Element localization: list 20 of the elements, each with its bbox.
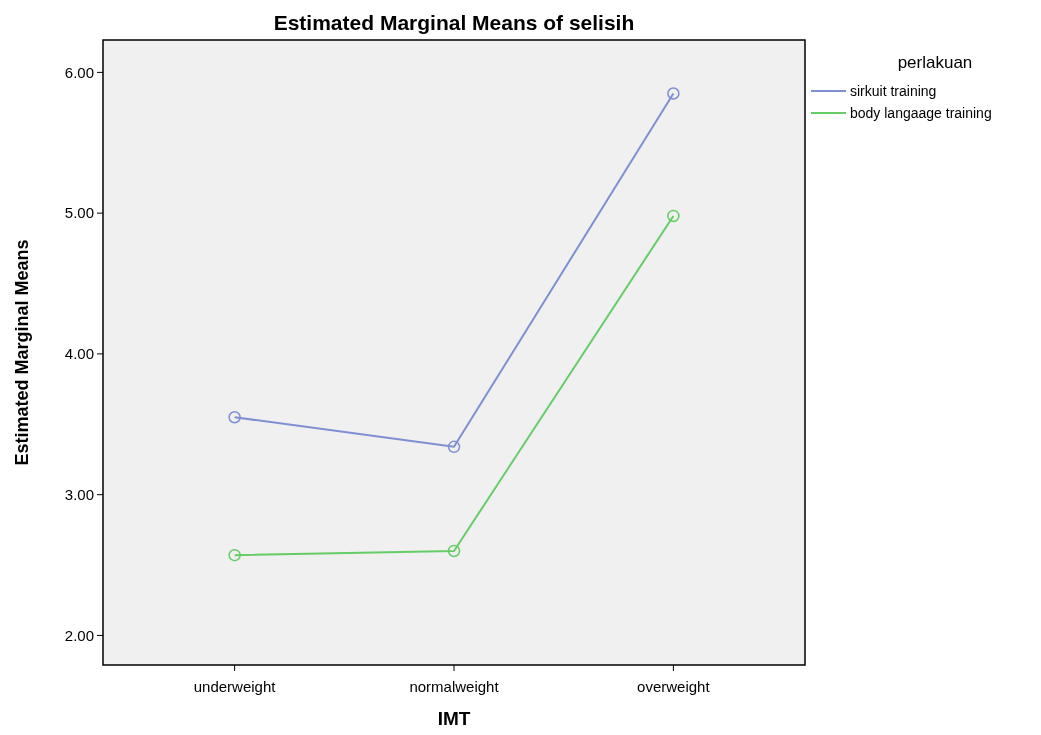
point — [667, 209, 680, 223]
y-tick-label: 2.00 — [64, 626, 94, 644]
chart-title: Estimated Marginal Means of selisih — [273, 11, 635, 34]
x-axis-title: IMT — [437, 708, 471, 729]
point — [228, 411, 241, 424]
legend-label: body langaage training — [850, 104, 992, 121]
y-tick-label: 4.00 — [64, 345, 94, 363]
x-tick-label: normalweight — [409, 678, 500, 695]
legend-title: perlakuan — [897, 53, 973, 72]
x-tick-label: overweight — [637, 678, 711, 695]
y-tick-label: 5.00 — [64, 204, 94, 222]
point — [667, 87, 680, 100]
point — [447, 440, 461, 454]
point — [228, 548, 241, 562]
y-tick-label: 6.00 — [64, 63, 94, 81]
point — [447, 544, 461, 558]
x-tick-label: underweight — [193, 678, 277, 695]
y-axis-title: Estimated Marginal Means — [12, 239, 32, 466]
y-tick-label: 3.00 — [64, 485, 94, 503]
legend-label: sirkuit training — [850, 82, 937, 99]
